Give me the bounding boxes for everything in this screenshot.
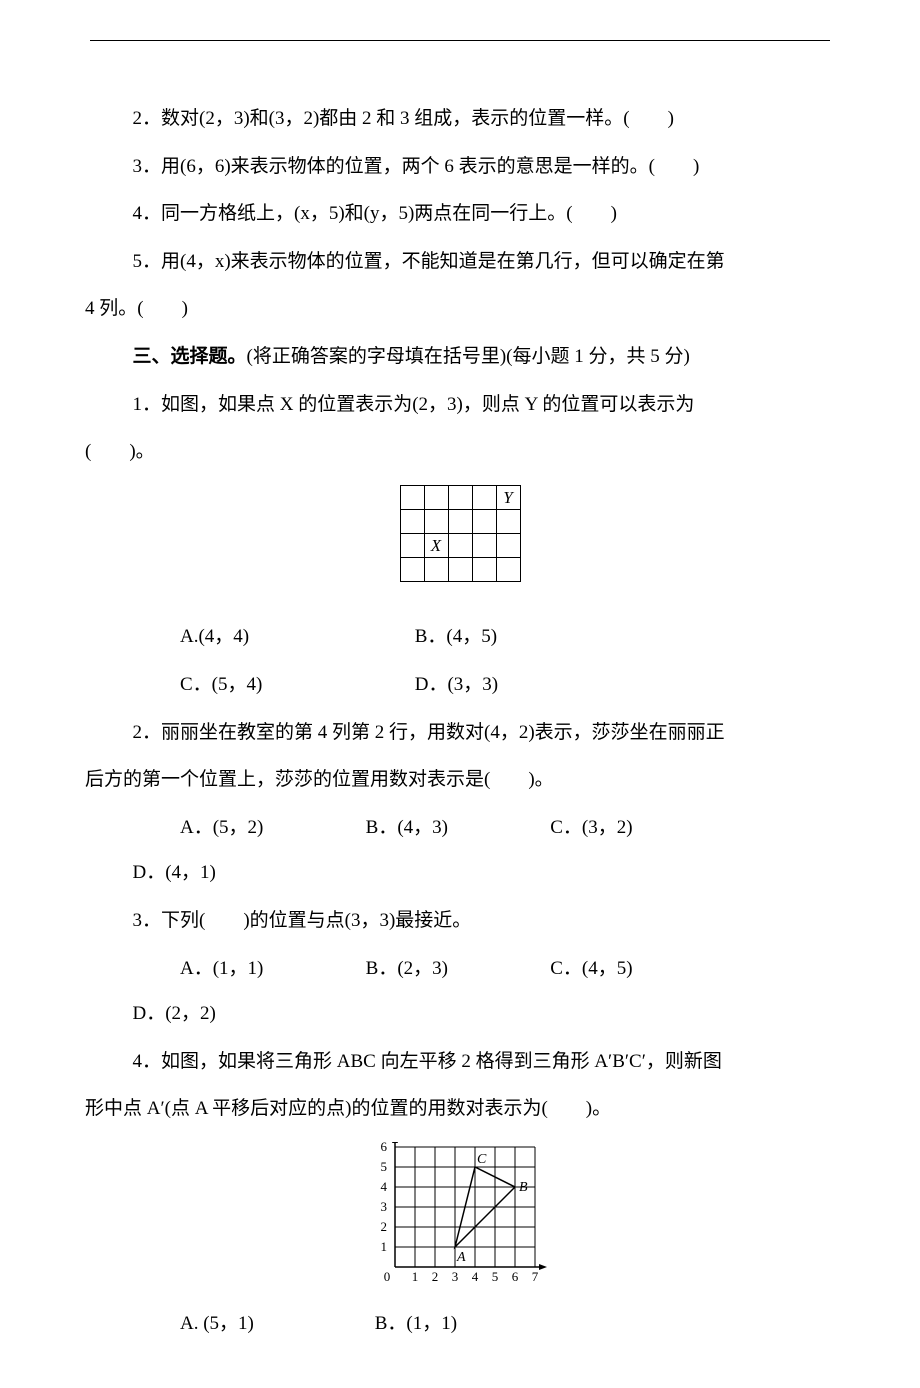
q1-opt-d: D．(3，3) (367, 662, 498, 708)
svg-text:C: C (477, 1152, 487, 1167)
judgment-q5-line2: 4 列。( ) (85, 286, 835, 332)
choice-q2-line2: 后方的第一个位置上，莎莎的位置用数对表示是( )。 (85, 757, 835, 803)
svg-text:2: 2 (432, 1269, 439, 1282)
choice-q1-line1: 1．如图，如果点 X 的位置表示为(2，3)，则点 Y 的位置可以表示为 (85, 382, 835, 428)
svg-text:4: 4 (472, 1269, 479, 1282)
svg-text:0: 0 (384, 1269, 391, 1282)
q3-opt-c: C．(4，5) (503, 946, 633, 992)
svg-text:3: 3 (381, 1199, 388, 1214)
svg-text:A: A (456, 1250, 466, 1265)
svg-text:1: 1 (381, 1239, 388, 1254)
choice-q2-options: A．(5，2) B．(4，3) C．(3，2) D．(4，1) (85, 805, 835, 896)
q3-opt-d: D．(2，2) (85, 991, 216, 1037)
choice-q3-options: A．(1，1) B．(2，3) C．(4，5) D．(2，2) (85, 946, 835, 1037)
svg-text:4: 4 (381, 1179, 388, 1194)
q1-opt-b: B．(4，5) (367, 614, 497, 660)
svg-text:1: 1 (412, 1269, 419, 1282)
choice-q1-line2: ( )。 (85, 429, 835, 475)
q1-opt-a: A.(4，4) (133, 614, 323, 660)
choice-q4-options-row1: A. (5，1) B．(1，1) (85, 1301, 835, 1347)
q2-opt-c: C．(3，2) (503, 805, 633, 851)
section3-subtitle: (将正确答案的字母填在括号里)(每小题 1 分，共 5 分) (247, 346, 690, 367)
section3-title-bold: 三、选择题。 (133, 346, 247, 367)
svg-text:5: 5 (492, 1269, 499, 1282)
horizontal-rule-top (90, 40, 830, 41)
q4-opt-a: A. (5，1) (133, 1301, 283, 1347)
svg-text:6: 6 (381, 1142, 388, 1154)
choice-q2-line1: 2．丽丽坐在教室的第 4 列第 2 行，用数对(4，2)表示，莎莎坐在丽丽正 (85, 710, 835, 756)
q1-opt-c: C．(5，4) (133, 662, 323, 708)
q2-opt-b: B．(4，3) (318, 805, 448, 851)
choice-q4-line1: 4．如图，如果将三角形 ABC 向左平移 2 格得到三角形 A′B′C′，则新图 (85, 1039, 835, 1085)
section3-title: 三、选择题。(将正确答案的字母填在括号里)(每小题 1 分，共 5 分) (85, 334, 835, 380)
choice-q1-options-row2: C．(5，4) D．(3，3) (85, 662, 835, 708)
svg-text:6: 6 (512, 1269, 519, 1282)
svg-text:B: B (519, 1180, 528, 1195)
choice-q1-options-row1: A.(4，4) B．(4，5) (85, 614, 835, 660)
q4-coord-figure: 01234567123456ABC (85, 1142, 835, 1286)
judgment-q2: 2．数对(2，3)和(3，2)都由 2 和 3 组成，表示的位置一样。( ) (85, 96, 835, 142)
judgment-q4: 4．同一方格纸上，(x，5)和(y，5)两点在同一行上。( ) (85, 191, 835, 237)
judgment-q3: 3．用(6，6)来表示物体的位置，两个 6 表示的意思是一样的。( ) (85, 144, 835, 190)
svg-text:2: 2 (381, 1219, 388, 1234)
q4-opt-b: B．(1，1) (327, 1301, 457, 1347)
choice-q4-line2: 形中点 A′(点 A 平移后对应的点)的位置的用数对表示为( )。 (85, 1086, 835, 1132)
q2-opt-d: D．(4，1) (85, 850, 216, 896)
q1-grid-figure: YX (85, 485, 835, 600)
svg-text:3: 3 (452, 1269, 459, 1282)
svg-text:5: 5 (381, 1159, 388, 1174)
q2-opt-a: A．(5，2) (133, 805, 264, 851)
q3-opt-a: A．(1，1) (133, 946, 264, 992)
judgment-q5-line1: 5．用(4，x)来表示物体的位置，不能知道是在第几行，但可以确定在第 (85, 239, 835, 285)
svg-text:7: 7 (532, 1269, 539, 1282)
q3-opt-b: B．(2，3) (318, 946, 448, 992)
choice-q3: 3．下列( )的位置与点(3，3)最接近。 (85, 898, 835, 944)
